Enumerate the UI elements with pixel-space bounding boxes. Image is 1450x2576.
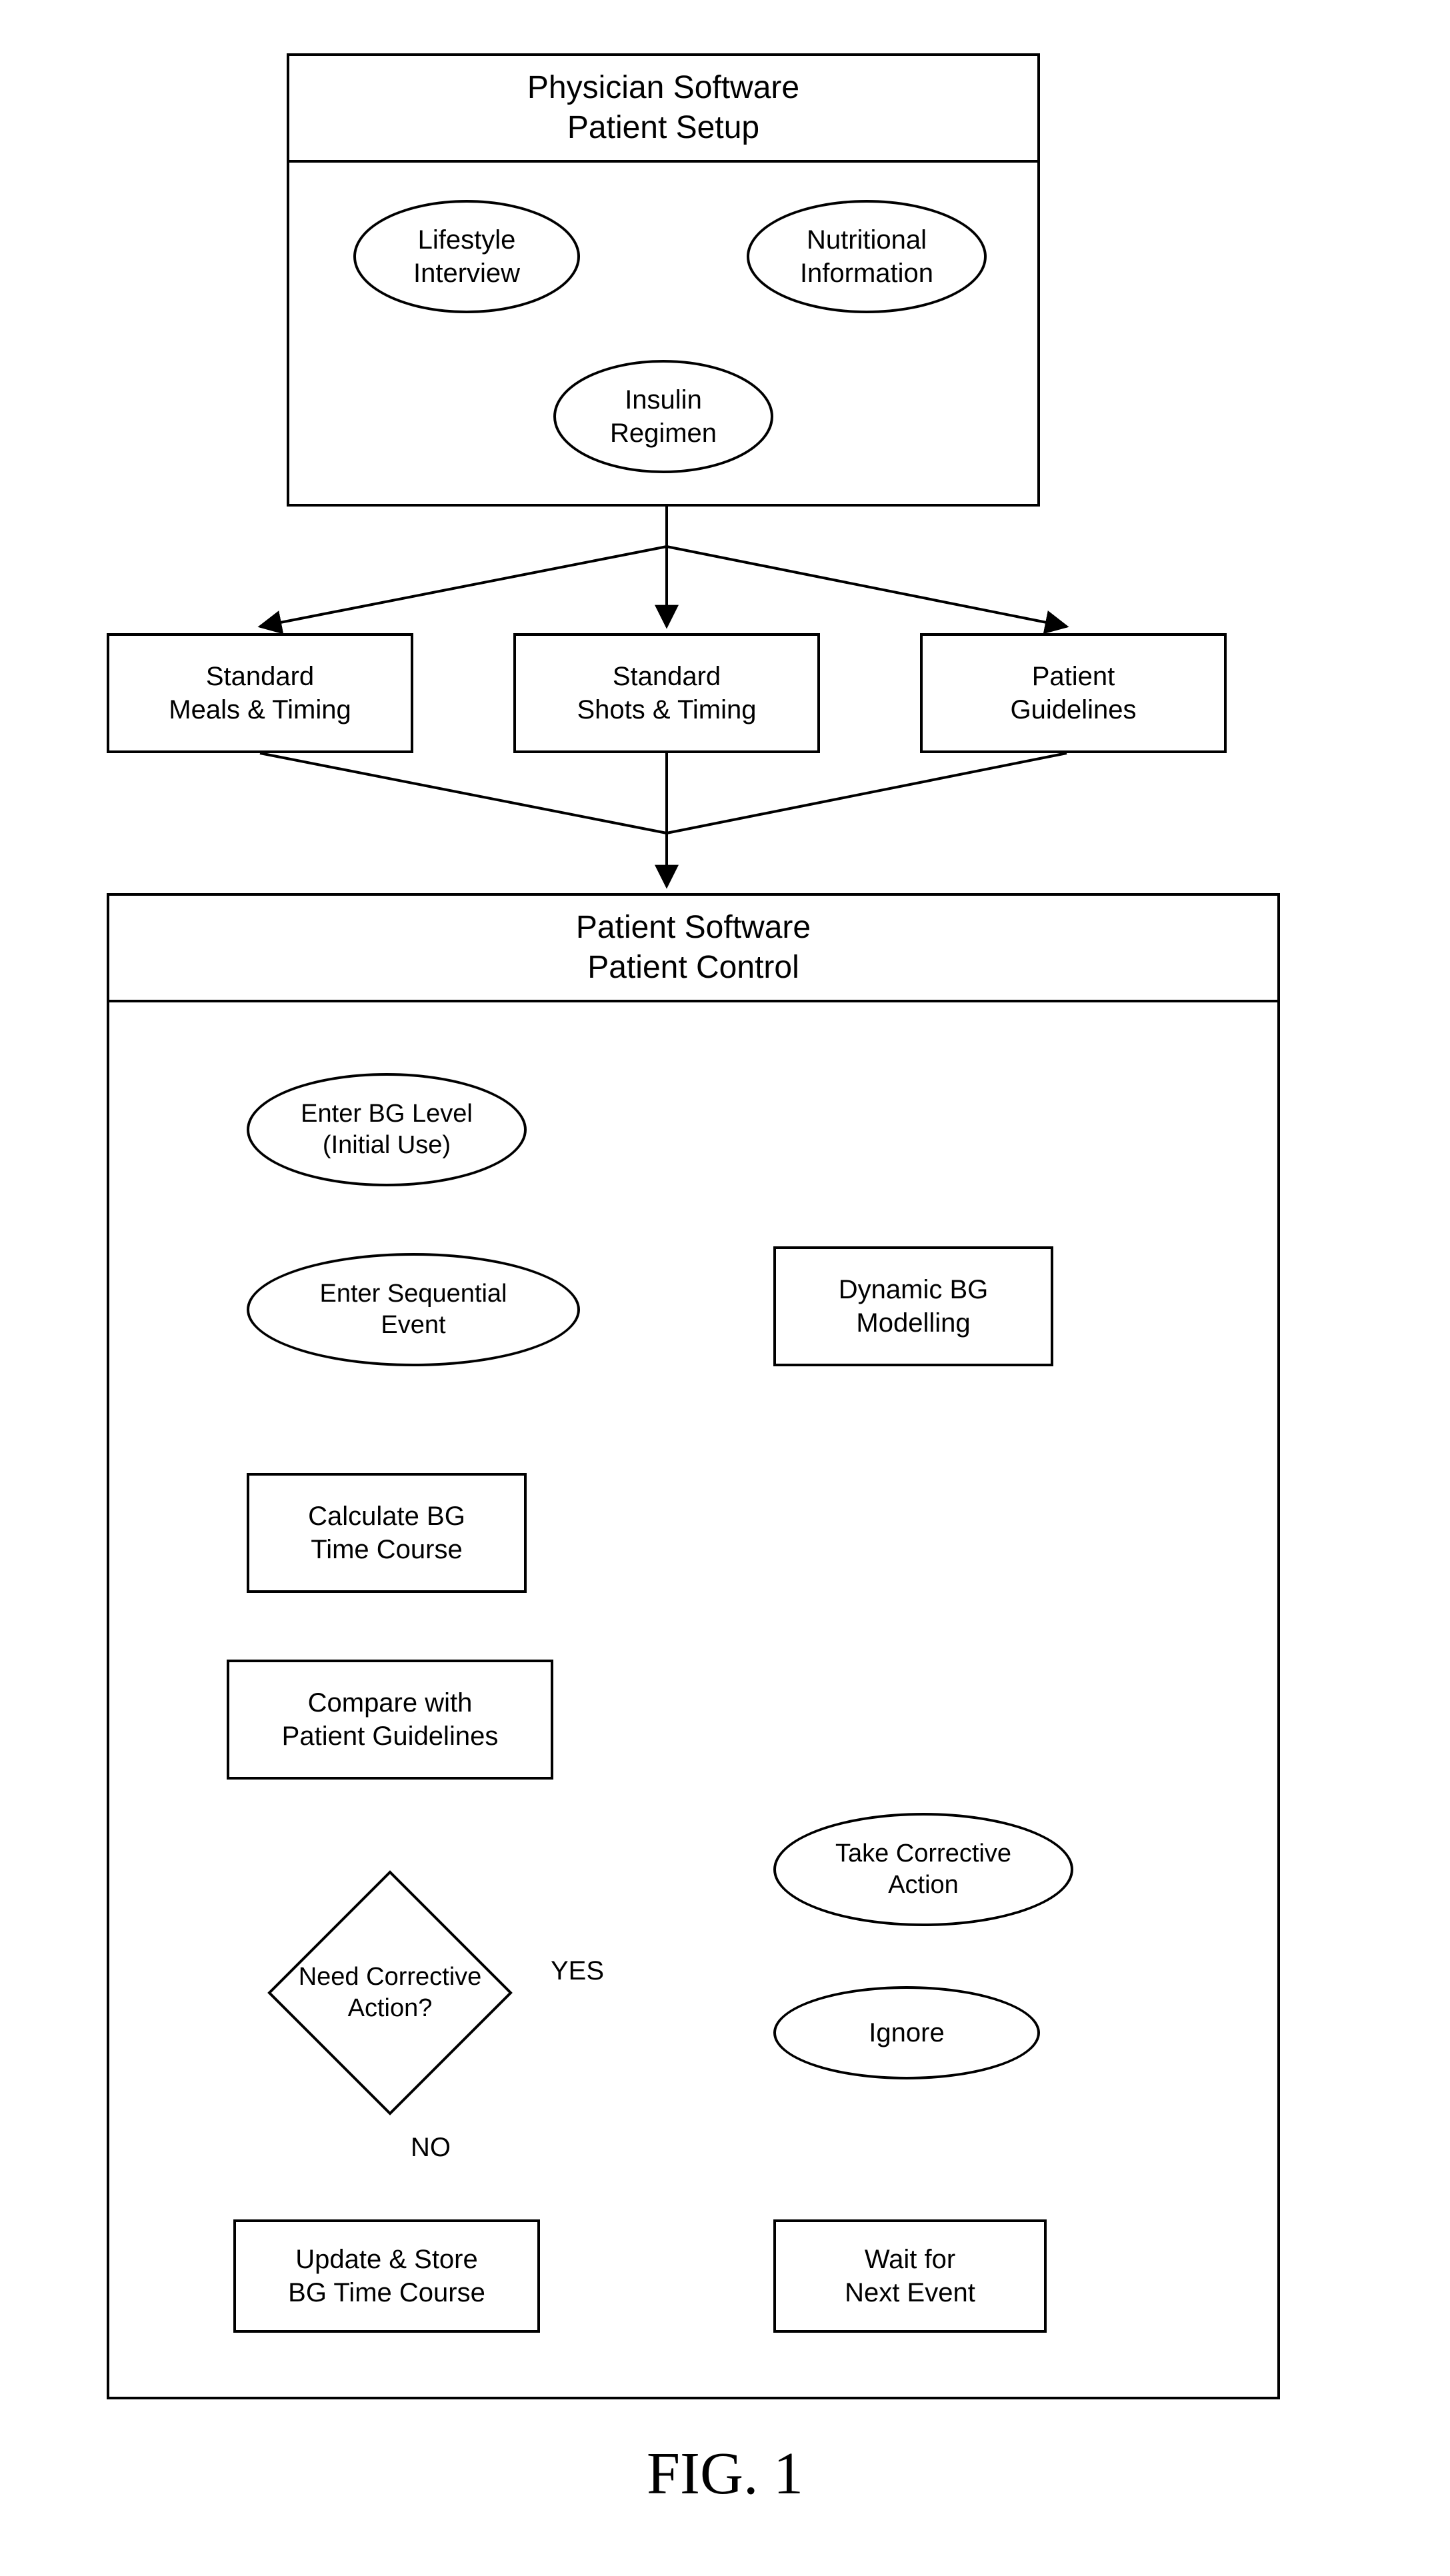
patient-title-2: Patient Control (587, 948, 799, 988)
dynamic-bg-node: Dynamic BG Modelling (773, 1246, 1053, 1366)
nutrition-line2: Information (800, 257, 933, 290)
physician-title-1: Physician Software (527, 68, 799, 108)
shots-line1: Standard (613, 660, 721, 693)
update-store-node: Update & Store BG Time Course (233, 2219, 540, 2333)
insulin-line2: Regimen (610, 417, 717, 450)
compare-guidelines-node: Compare with Patient Guidelines (227, 1660, 553, 1780)
take-action-line1: Take Corrective (835, 1838, 1011, 1870)
enter-bg-line2: (Initial Use) (323, 1130, 451, 1162)
shots-line2: Shots & Timing (577, 693, 756, 726)
decision-line1: Need Corrective (299, 1961, 482, 1993)
patient-guidelines-node: Patient Guidelines (920, 633, 1227, 753)
patient-panel-header: Patient Software Patient Control (109, 896, 1277, 1002)
physician-panel-header: Physician Software Patient Setup (289, 56, 1037, 163)
update-line1: Update & Store (295, 2243, 478, 2276)
lifestyle-interview-node: Lifestyle Interview (353, 200, 580, 313)
enter-sequential-node: Enter Sequential Event (247, 1253, 580, 1366)
insulin-regimen-node: Insulin Regimen (553, 360, 773, 473)
decision-line2: Action? (348, 1993, 433, 2025)
calculate-bg-node: Calculate BG Time Course (247, 1473, 527, 1593)
dyn-bg-line1: Dynamic BG (839, 1273, 989, 1306)
standard-meals-node: Standard Meals & Timing (107, 633, 413, 753)
wait-line1: Wait for (865, 2243, 955, 2276)
take-corrective-node: Take Corrective Action (773, 1813, 1073, 1926)
lifestyle-line2: Interview (413, 257, 520, 290)
update-line2: BG Time Course (288, 2276, 485, 2309)
enter-seq-line2: Event (381, 1310, 445, 1342)
ignore-node: Ignore (773, 1986, 1040, 2079)
lifestyle-line1: Lifestyle (418, 223, 516, 257)
dyn-bg-line2: Modelling (856, 1306, 970, 1340)
guidelines-line1: Patient (1032, 660, 1115, 693)
calc-line1: Calculate BG (308, 1500, 465, 1533)
enter-seq-line1: Enter Sequential (320, 1278, 507, 1310)
compare-line1: Compare with (308, 1686, 473, 1720)
enter-bg-line1: Enter BG Level (301, 1098, 473, 1130)
meals-line2: Meals & Timing (169, 693, 351, 726)
calc-line2: Time Course (311, 1533, 462, 1566)
meals-line1: Standard (206, 660, 314, 693)
guidelines-line2: Guidelines (1010, 693, 1136, 726)
insulin-line1: Insulin (625, 383, 702, 417)
wait-next-event-node: Wait for Next Event (773, 2219, 1047, 2333)
decision-label: Need Corrective Action? (247, 1946, 533, 2039)
nutrition-line1: Nutritional (807, 223, 927, 257)
compare-line2: Patient Guidelines (282, 1720, 499, 1753)
figure-caption: FIG. 1 (27, 2439, 1423, 2508)
nutritional-info-node: Nutritional Information (747, 200, 987, 313)
patient-title-1: Patient Software (576, 908, 811, 948)
wait-line2: Next Event (845, 2276, 975, 2309)
physician-title-2: Patient Setup (567, 108, 759, 148)
yes-label: YES (547, 1956, 608, 1986)
standard-shots-node: Standard Shots & Timing (513, 633, 820, 753)
enter-bg-node: Enter BG Level (Initial Use) (247, 1073, 527, 1186)
ignore-label: Ignore (869, 2016, 944, 2049)
take-action-line2: Action (888, 1870, 959, 1902)
no-label: NO (407, 2133, 455, 2163)
flowchart-canvas: Physician Software Patient Setup Lifesty… (27, 27, 1423, 2549)
